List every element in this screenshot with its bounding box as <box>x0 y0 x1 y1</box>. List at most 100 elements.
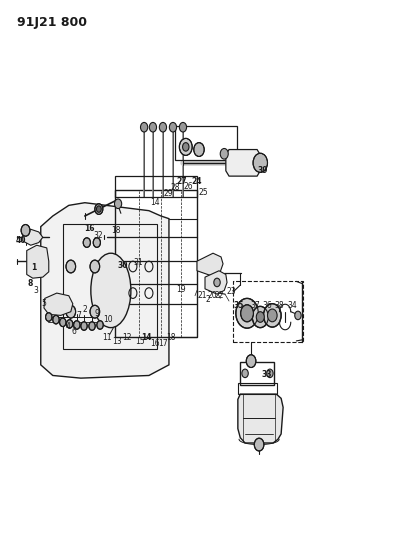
Bar <box>174 126 237 160</box>
Polygon shape <box>27 245 49 278</box>
Text: 31: 31 <box>134 259 143 267</box>
Polygon shape <box>44 293 73 316</box>
Circle shape <box>254 438 263 451</box>
Circle shape <box>179 139 192 156</box>
Circle shape <box>266 369 272 377</box>
Bar <box>63 224 156 349</box>
Text: 16: 16 <box>150 338 160 348</box>
Text: 12: 12 <box>122 333 131 342</box>
Bar <box>233 281 302 342</box>
Text: 40: 40 <box>15 237 26 246</box>
Circle shape <box>193 143 204 157</box>
Circle shape <box>73 321 80 329</box>
Text: 28: 28 <box>170 183 179 192</box>
Circle shape <box>97 321 103 329</box>
Circle shape <box>81 322 87 330</box>
Text: 5: 5 <box>41 299 46 308</box>
Text: 11: 11 <box>102 333 111 342</box>
Text: 16: 16 <box>84 224 95 233</box>
Circle shape <box>114 199 122 208</box>
Text: 39: 39 <box>257 166 268 175</box>
Text: 38: 38 <box>273 301 283 310</box>
Text: 6: 6 <box>71 327 76 336</box>
Text: 8: 8 <box>27 279 32 288</box>
Text: 17: 17 <box>158 338 168 348</box>
Text: 24: 24 <box>190 177 201 186</box>
Text: 32: 32 <box>93 231 103 240</box>
Text: 22: 22 <box>214 290 224 300</box>
Circle shape <box>179 123 186 132</box>
Circle shape <box>263 304 280 327</box>
Text: 36: 36 <box>261 301 271 310</box>
Text: 23: 23 <box>226 287 235 296</box>
Text: 14: 14 <box>149 198 159 207</box>
Text: 19: 19 <box>176 285 185 294</box>
Circle shape <box>140 123 147 132</box>
Text: 37: 37 <box>250 301 260 310</box>
Text: 14: 14 <box>141 333 152 342</box>
Polygon shape <box>205 271 227 294</box>
Circle shape <box>182 143 188 151</box>
Circle shape <box>240 305 253 322</box>
Circle shape <box>21 224 30 236</box>
Text: 9: 9 <box>94 309 99 318</box>
Circle shape <box>213 278 220 287</box>
Circle shape <box>66 320 73 328</box>
Ellipse shape <box>91 253 131 328</box>
Text: 15: 15 <box>135 337 144 346</box>
Text: 26: 26 <box>183 182 192 191</box>
Circle shape <box>53 316 59 324</box>
Text: 30: 30 <box>117 261 128 270</box>
Text: 4: 4 <box>65 321 70 330</box>
Text: 21: 21 <box>196 290 206 300</box>
Text: 34: 34 <box>287 301 296 310</box>
Bar <box>240 362 273 384</box>
Bar <box>115 176 196 197</box>
Circle shape <box>90 305 99 318</box>
Circle shape <box>235 298 258 328</box>
Circle shape <box>253 154 267 172</box>
Text: 1: 1 <box>31 263 36 272</box>
Text: 10: 10 <box>103 314 113 324</box>
Text: 33: 33 <box>261 370 271 379</box>
Bar <box>115 190 196 337</box>
Circle shape <box>83 238 90 247</box>
Text: 2: 2 <box>82 304 87 313</box>
Bar <box>237 383 276 394</box>
Circle shape <box>252 306 267 328</box>
Circle shape <box>159 123 166 132</box>
Circle shape <box>149 123 156 132</box>
Circle shape <box>66 260 75 273</box>
Text: 29: 29 <box>163 189 172 198</box>
Text: 13: 13 <box>112 337 122 346</box>
Circle shape <box>45 313 52 321</box>
Text: 35: 35 <box>233 301 244 310</box>
Polygon shape <box>41 203 168 378</box>
Circle shape <box>220 149 228 159</box>
Text: 18: 18 <box>166 333 175 342</box>
Circle shape <box>93 238 100 247</box>
Circle shape <box>246 355 255 368</box>
Circle shape <box>294 311 300 320</box>
Polygon shape <box>237 394 282 443</box>
Text: 3: 3 <box>33 286 38 295</box>
Circle shape <box>169 123 176 132</box>
Circle shape <box>241 369 248 377</box>
Text: 20: 20 <box>207 290 217 300</box>
Circle shape <box>59 318 66 327</box>
Polygon shape <box>23 229 43 245</box>
Text: 91J21 800: 91J21 800 <box>17 15 87 29</box>
Circle shape <box>66 305 75 318</box>
Circle shape <box>96 206 101 212</box>
Polygon shape <box>225 150 259 176</box>
Circle shape <box>89 322 95 330</box>
Circle shape <box>95 204 103 214</box>
Text: 7: 7 <box>77 311 81 320</box>
Circle shape <box>90 260 99 273</box>
Text: 2: 2 <box>205 295 209 304</box>
Circle shape <box>267 309 276 322</box>
Text: 18: 18 <box>111 226 121 235</box>
Text: 27: 27 <box>176 177 186 186</box>
Text: 25: 25 <box>198 188 208 197</box>
Polygon shape <box>196 253 223 276</box>
